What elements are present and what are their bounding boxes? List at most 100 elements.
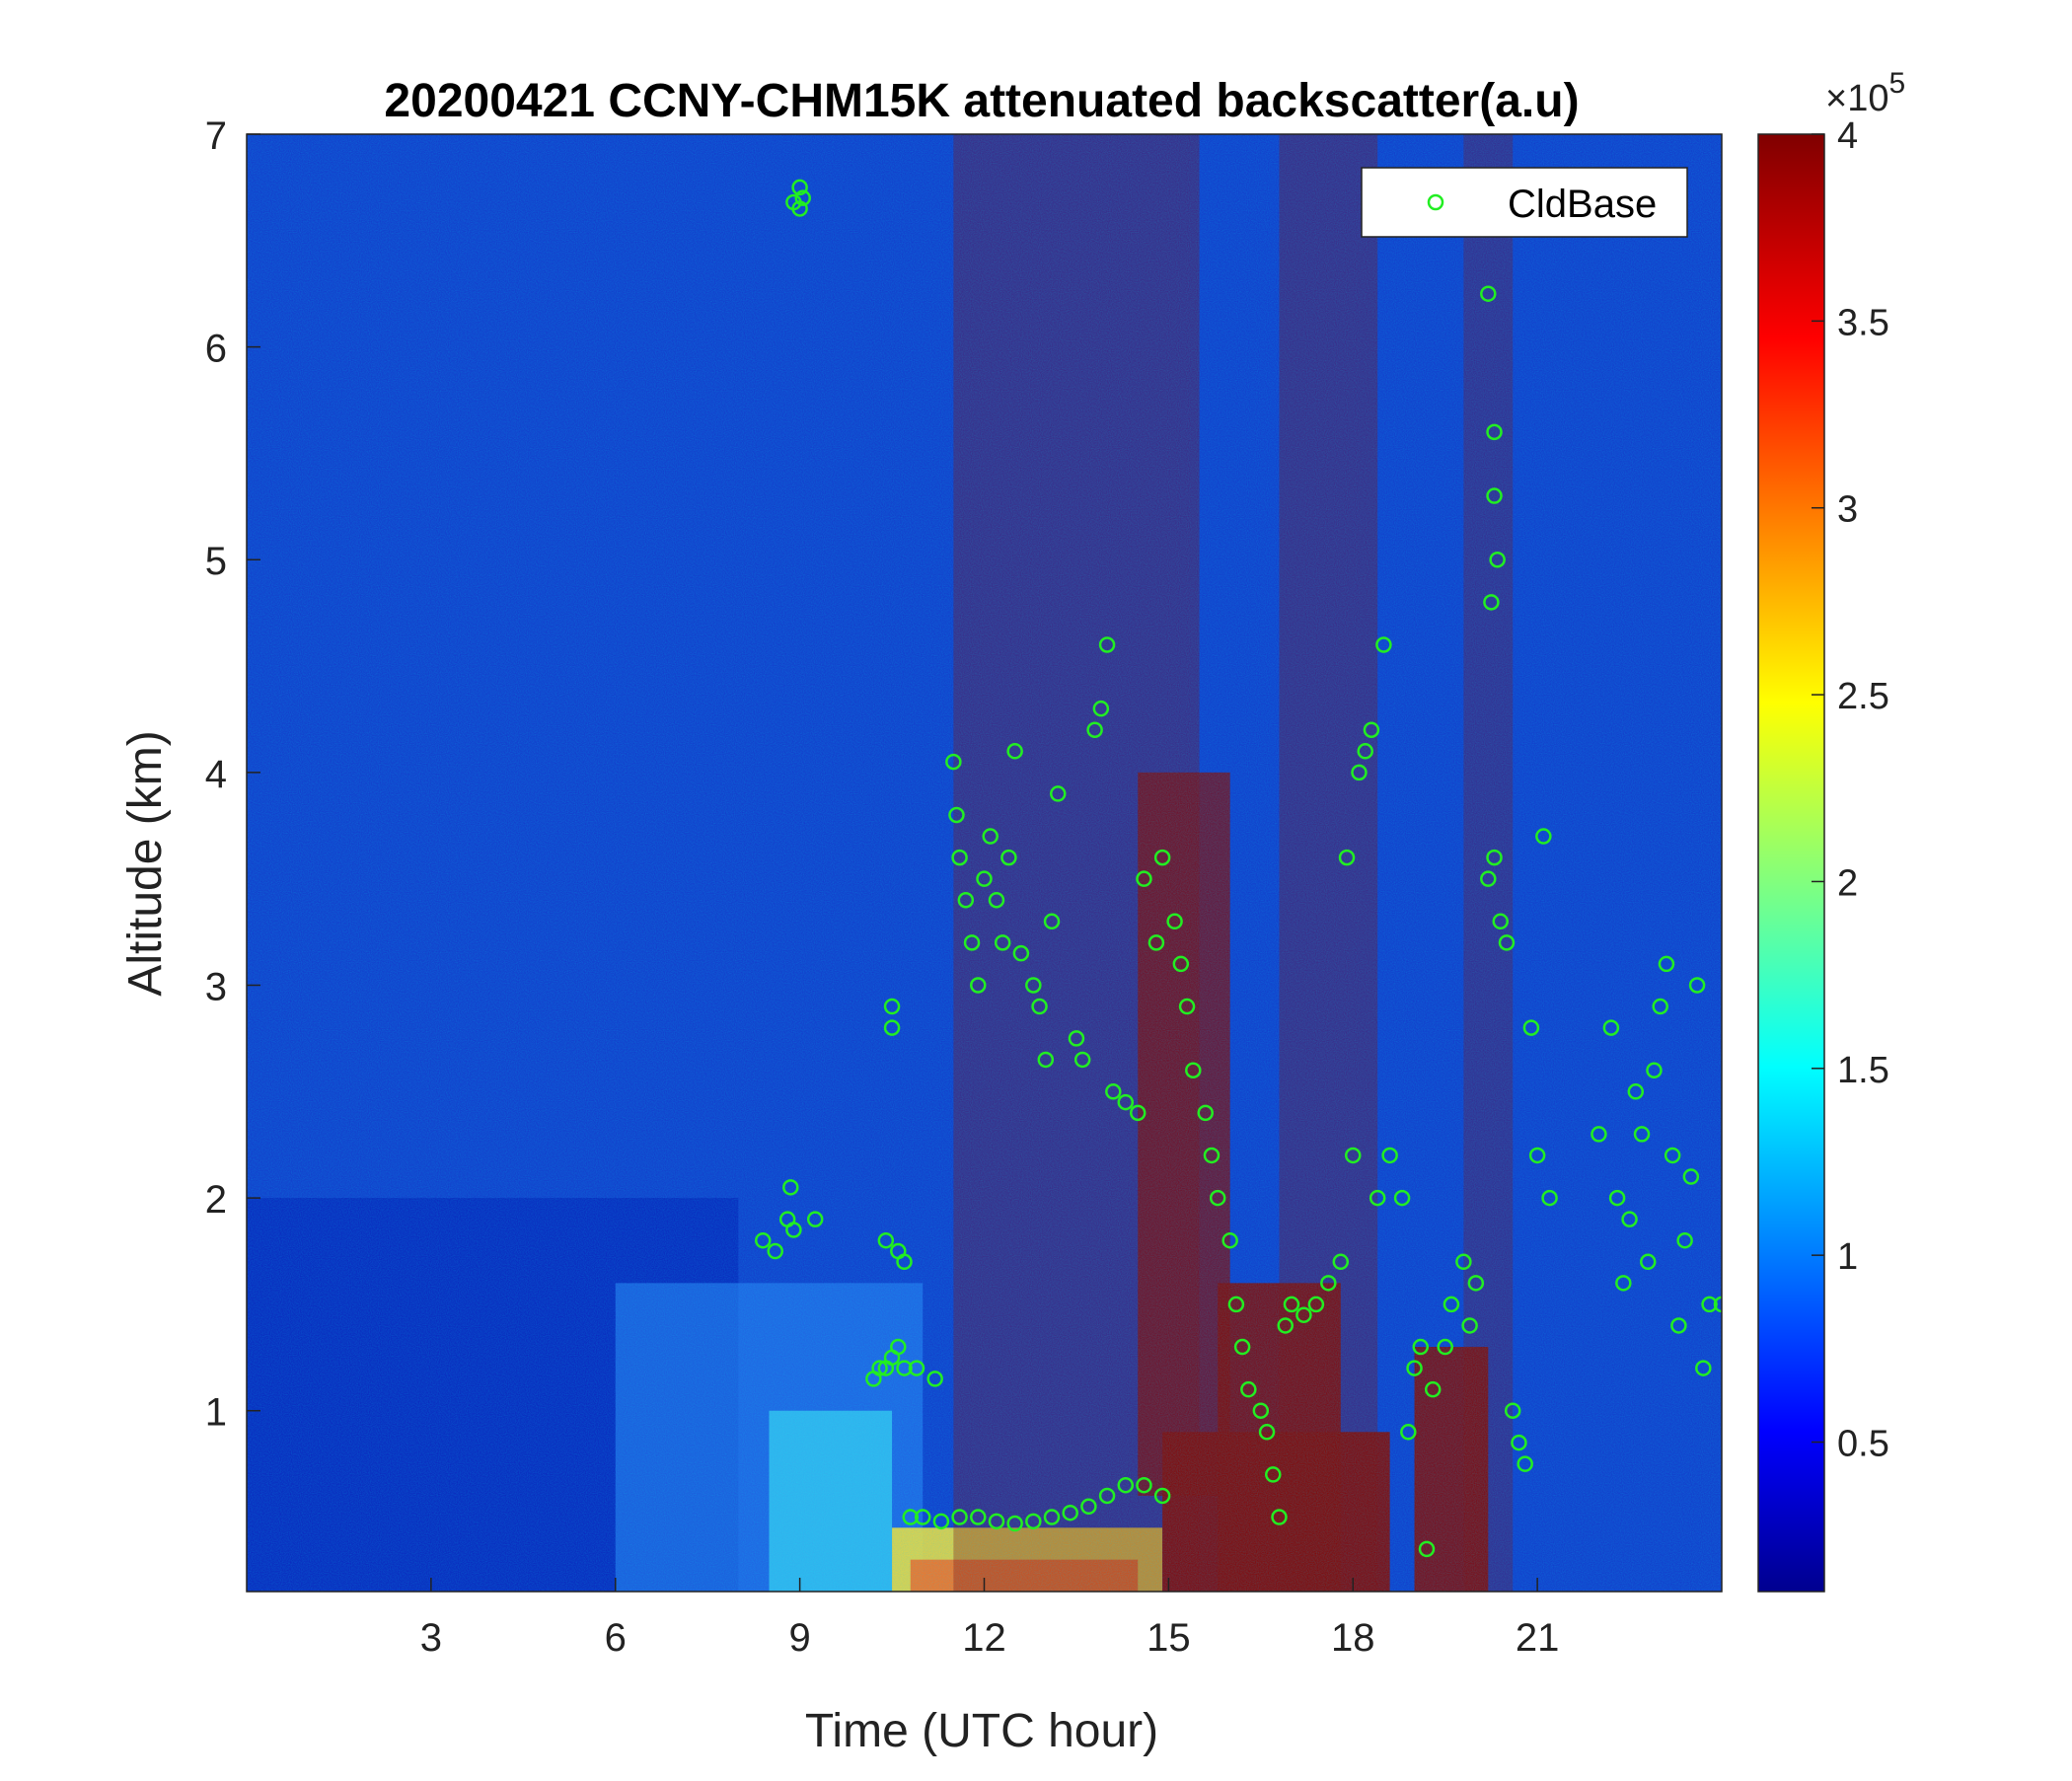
- cloud-base-point: [963, 934, 981, 951]
- cloud-base-point: [902, 1509, 919, 1525]
- cloud-base-point: [1363, 721, 1380, 738]
- cloud-base-point: [1073, 1051, 1091, 1069]
- cloud-base-point: [1443, 1296, 1460, 1313]
- cloud-base-point: [1498, 934, 1516, 951]
- cloud-base-point: [1105, 1083, 1122, 1100]
- x-tick-label: 21: [1516, 1616, 1560, 1660]
- cloud-base-point: [1092, 700, 1110, 717]
- cloud-base-point: [1203, 1147, 1221, 1164]
- legend: CldBase: [1361, 167, 1688, 238]
- cloud-base-point: [1136, 870, 1152, 887]
- cloud-base-point: [1332, 1253, 1350, 1271]
- colorbar-tick-label: 1.5: [1837, 1050, 1889, 1091]
- cloud-base-point: [1258, 1424, 1276, 1441]
- cloud-base-point: [1727, 1233, 1740, 1247]
- cloud-base-point: [970, 977, 987, 994]
- cloud-base-point: [1129, 1104, 1147, 1122]
- cloud-base-point: [1615, 1275, 1632, 1292]
- cloud-base-point: [1640, 1253, 1657, 1271]
- cloud-base-point: [1608, 1189, 1626, 1207]
- cloud-base-point: [1000, 849, 1017, 866]
- cloud-base-point: [1098, 636, 1116, 653]
- cloud-base-point: [1197, 1104, 1214, 1122]
- cloud-base-point: [1062, 1504, 1078, 1521]
- y-tick-label: 2: [205, 1178, 227, 1222]
- cloud-base-point: [1424, 1380, 1442, 1398]
- x-tick-label: 12: [962, 1616, 1006, 1660]
- cloud-base-point: [1080, 1498, 1097, 1516]
- cloud-base-point: [1517, 1455, 1533, 1472]
- cloud-base-point: [1277, 1317, 1294, 1334]
- cloud-base-point: [1646, 1062, 1663, 1078]
- cloud-base-point: [1591, 1126, 1607, 1143]
- cloud-base-point: [1357, 743, 1373, 760]
- colorbar-ticks: 0.5 1 1.5 2 2.5 3 3.5 4: [1812, 115, 1889, 1465]
- cloud-base-point: [951, 849, 968, 866]
- cloud-base-point: [945, 753, 962, 771]
- cloud-base-point: [1633, 1126, 1651, 1143]
- cloud-base-point: [1307, 1296, 1325, 1313]
- colorbar-gradient: [1757, 133, 1825, 1593]
- cloud-base-point: [1522, 1019, 1540, 1036]
- cloud-base-point: [785, 1222, 802, 1238]
- cloud-base-point: [1006, 1515, 1023, 1532]
- plot-area: [247, 134, 1740, 1592]
- cloud-base-point: [951, 1509, 968, 1525]
- cloud-base-point: [1086, 721, 1103, 738]
- cloud-base-point: [1467, 1275, 1485, 1292]
- cloud-base-point: [1098, 1487, 1116, 1505]
- cloud-base-point: [1233, 1338, 1251, 1356]
- cloud-base-point: [1400, 1424, 1417, 1441]
- x-tick-label: 18: [1331, 1616, 1375, 1660]
- x-axis: 3 6 9 12 15 18 21: [420, 1578, 1560, 1660]
- cloud-base-point: [1043, 913, 1061, 930]
- cloud-base-point: [1437, 1338, 1453, 1356]
- colorbar-tick-label: 3: [1837, 489, 1858, 531]
- cloud-base-point: [1136, 1476, 1152, 1494]
- cloud-base-point: [1252, 1402, 1270, 1419]
- y-tick-label: 6: [205, 328, 227, 371]
- cloud-base-point: [1037, 1051, 1055, 1069]
- colorbar-tick-label: 0.5: [1837, 1424, 1889, 1465]
- cloud-base-point: [1283, 1296, 1300, 1313]
- cloud-base-point: [1418, 1540, 1436, 1558]
- cloud-base-markers: [755, 179, 1740, 1558]
- cloud-base-point: [1621, 1211, 1638, 1227]
- cloud-base-point: [871, 1360, 888, 1376]
- cloud-base-point: [1682, 1168, 1700, 1185]
- cloud-base-point: [1147, 934, 1165, 951]
- cloud-base-point: [1265, 1466, 1282, 1483]
- cloud-base-point: [1461, 1317, 1478, 1334]
- colorbar-tick-label: 4: [1837, 115, 1858, 157]
- cloud-base-point: [1221, 1231, 1238, 1249]
- cloud-base-point: [1117, 1093, 1135, 1111]
- colorbar-tick-label: 2.5: [1837, 676, 1889, 717]
- cloud-base-point: [1492, 913, 1509, 930]
- cloud-base-point: [1153, 1487, 1171, 1505]
- cloud-base-point: [1351, 764, 1368, 781]
- y-axis-label: Altitude (km): [119, 730, 172, 996]
- cloud-base-point: [1511, 1434, 1527, 1451]
- legend-marker-circle: [1427, 193, 1444, 211]
- cloud-base-point: [1688, 977, 1706, 994]
- cloud-base-point: [1381, 1147, 1398, 1164]
- y-tick-label: 1: [205, 1391, 227, 1435]
- cloud-base-point: [932, 1513, 950, 1530]
- cloud-base-point: [976, 870, 993, 887]
- cloud-base-point: [1006, 743, 1023, 760]
- cloud-base-point: [1050, 785, 1067, 802]
- cloud-base-point: [1658, 955, 1675, 973]
- cloud-base-point: [1483, 594, 1500, 611]
- cloud-base-point: [1271, 1509, 1288, 1525]
- cloud-base-point: [1627, 1083, 1645, 1100]
- chart-title: 20200421 CCNY-CHM15K attenuated backscat…: [384, 75, 1579, 127]
- cloud-base-point: [1117, 1476, 1135, 1494]
- x-axis-label: Time (UTC hour): [805, 1705, 1158, 1757]
- cloud-base-point: [1240, 1380, 1257, 1398]
- cloud-base-point: [1541, 1189, 1558, 1207]
- cloud-base-point: [1375, 636, 1392, 653]
- legend-box: [1361, 167, 1688, 238]
- cloud-base-point: [1486, 487, 1503, 504]
